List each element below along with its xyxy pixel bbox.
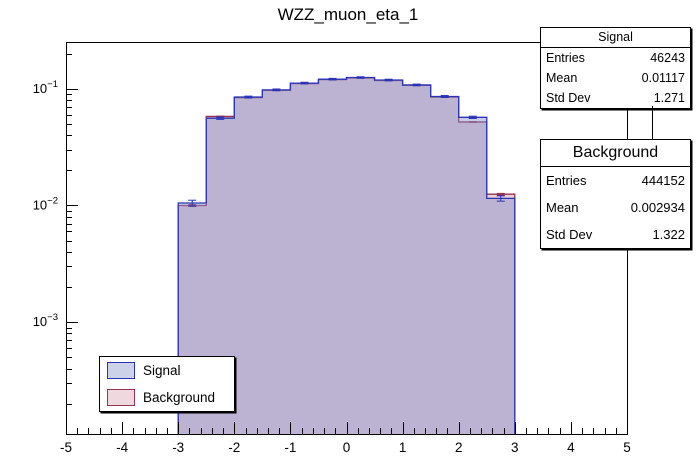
stat-row: Std Dev 1.322	[541, 221, 690, 248]
chart-title: WZZ_muon_eta_1	[277, 5, 419, 24]
x-tick-label: -2	[228, 440, 240, 455]
x-tick-label: 3	[511, 440, 519, 455]
legend-label: Signal	[143, 363, 181, 378]
stat-value: 0.01117	[641, 71, 685, 85]
series-signal	[177, 76, 516, 435]
stats-connector-line	[652, 106, 653, 139]
y-tick-label: 10−1	[33, 79, 58, 96]
signal-swatch	[107, 362, 135, 379]
stat-row: Mean 0.002934	[541, 194, 690, 221]
stat-value: 1.322	[652, 227, 685, 242]
stat-label: Mean	[546, 71, 578, 85]
stat-row: Std Dev 1.271	[541, 88, 690, 108]
y-tick-label: 10−2	[33, 195, 58, 212]
error-bars-signal	[188, 76, 505, 207]
x-tick-label: 1	[399, 440, 407, 455]
x-tick-label: -1	[284, 440, 296, 455]
legend-item-background: Background	[100, 385, 234, 411]
stat-label: Std Dev	[546, 227, 593, 242]
x-tick-label: 2	[455, 440, 463, 455]
legend-item-signal: Signal	[100, 358, 234, 384]
stats-box-signal[interactable]: Signal Entries 46243 Mean 0.01117 Std De…	[540, 27, 691, 109]
x-tick-label: 4	[567, 440, 575, 455]
x-tick-label: -4	[116, 440, 128, 455]
stat-label: Entries	[546, 173, 587, 188]
stat-label: Mean	[546, 200, 579, 215]
stat-value: 444152	[641, 173, 685, 188]
stat-label: Entries	[546, 51, 585, 65]
stats-title: Signal	[541, 28, 690, 48]
x-tick-label: 0	[343, 440, 351, 455]
stat-row: Mean 0.01117	[541, 68, 690, 88]
x-tick-label: -5	[60, 440, 72, 455]
stat-label: Std Dev	[546, 91, 591, 105]
stat-value: 0.002934	[630, 200, 685, 215]
legend[interactable]: Signal Background	[99, 356, 235, 412]
stat-value: 46243	[650, 51, 685, 65]
stats-title: Background	[541, 140, 690, 167]
stat-row: Entries 444152	[541, 167, 690, 194]
background-swatch	[107, 389, 135, 406]
y-tick-label: 10−3	[33, 312, 58, 329]
stat-value: 1.271	[653, 91, 685, 105]
x-tick-label: 5	[623, 440, 631, 455]
stats-box-background[interactable]: Background Entries 444152 Mean 0.002934 …	[540, 139, 691, 249]
stat-row: Entries 46243	[541, 48, 690, 68]
y-axis	[66, 54, 78, 405]
legend-label: Background	[143, 390, 216, 405]
x-axis	[66, 422, 628, 434]
x-tick-label: -3	[172, 440, 184, 455]
